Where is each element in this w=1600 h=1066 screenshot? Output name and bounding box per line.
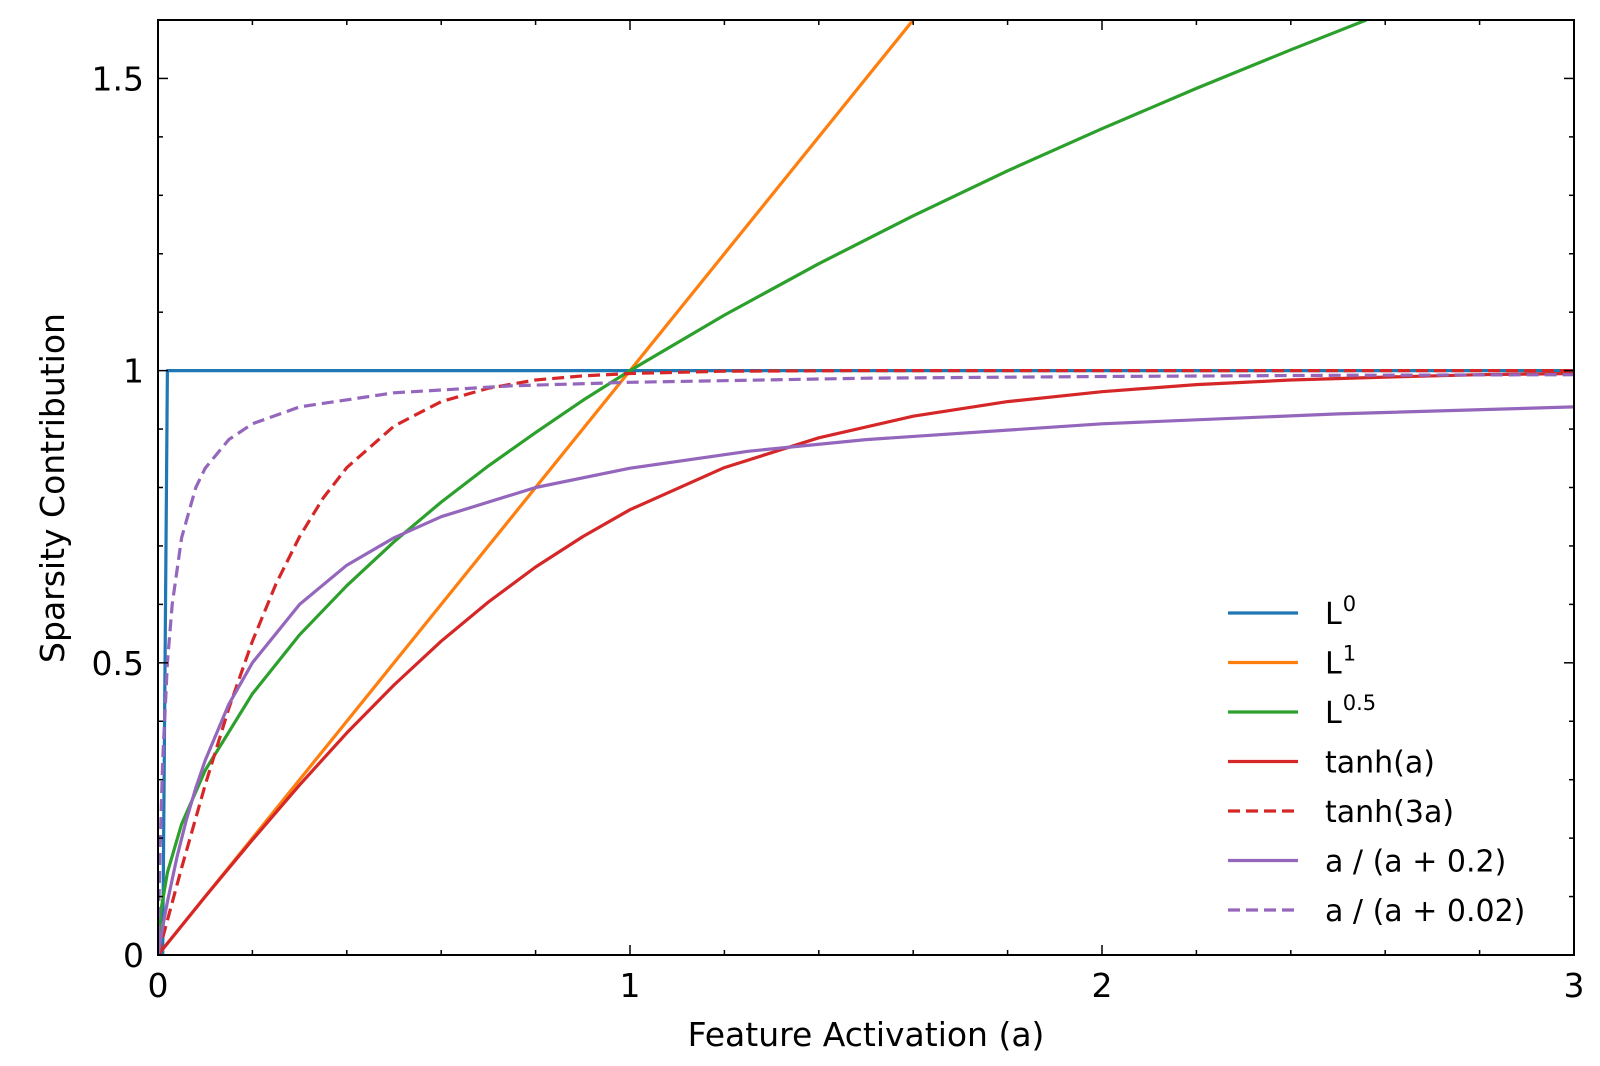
y-tick-label: 1 [123, 352, 144, 391]
x-tick-label: 1 [620, 966, 641, 1005]
legend-label-6: a / (a + 0.02) [1325, 894, 1525, 929]
ticks-layer: 0 1 2 3 0 0.5 1 1.5 [92, 19, 1585, 1005]
series-line-4 [158, 369, 1574, 955]
y-axis-title: Sparsity Contribution [33, 313, 72, 663]
legend-label-text: L [1325, 597, 1342, 632]
legend-label-4: tanh(3a) [1325, 795, 1454, 830]
legend-label-0: L0 [1325, 592, 1356, 632]
series-line-3 [158, 371, 1574, 955]
legend-label-5: a / (a + 0.2) [1325, 845, 1506, 880]
x-tick-label: 3 [1564, 966, 1585, 1005]
legend-label-3: tanh(a) [1325, 746, 1435, 781]
x-tick-label: 2 [1092, 966, 1113, 1005]
x-axis-title: Feature Activation (a) [688, 1015, 1045, 1054]
y-tick-label: 1.5 [92, 59, 144, 98]
legend-label-text: L [1325, 696, 1342, 731]
series-line-6 [158, 373, 1574, 955]
legend-label-text: tanh(a) [1325, 746, 1435, 781]
series-layer [158, 20, 1574, 955]
legend-label-1: L1 [1325, 642, 1356, 682]
series-line-2 [158, 20, 1367, 955]
legend-label-text: L [1325, 647, 1342, 682]
legend-label-2: L0.5 [1325, 691, 1376, 731]
legend-label-superscript: 0 [1343, 592, 1356, 616]
legend-label-text: a / (a + 0.2) [1325, 845, 1506, 880]
legend-label-superscript: 1 [1343, 642, 1356, 666]
y-tick-label: 0 [123, 936, 144, 975]
x-tick-label: 0 [148, 966, 169, 1005]
series-line-5 [158, 405, 1574, 955]
legend-label-text: a / (a + 0.02) [1325, 894, 1525, 929]
legend-label-text: tanh(3a) [1325, 795, 1454, 830]
y-tick-label: 0.5 [92, 644, 144, 683]
legend-label-superscript: 0.5 [1343, 691, 1376, 715]
